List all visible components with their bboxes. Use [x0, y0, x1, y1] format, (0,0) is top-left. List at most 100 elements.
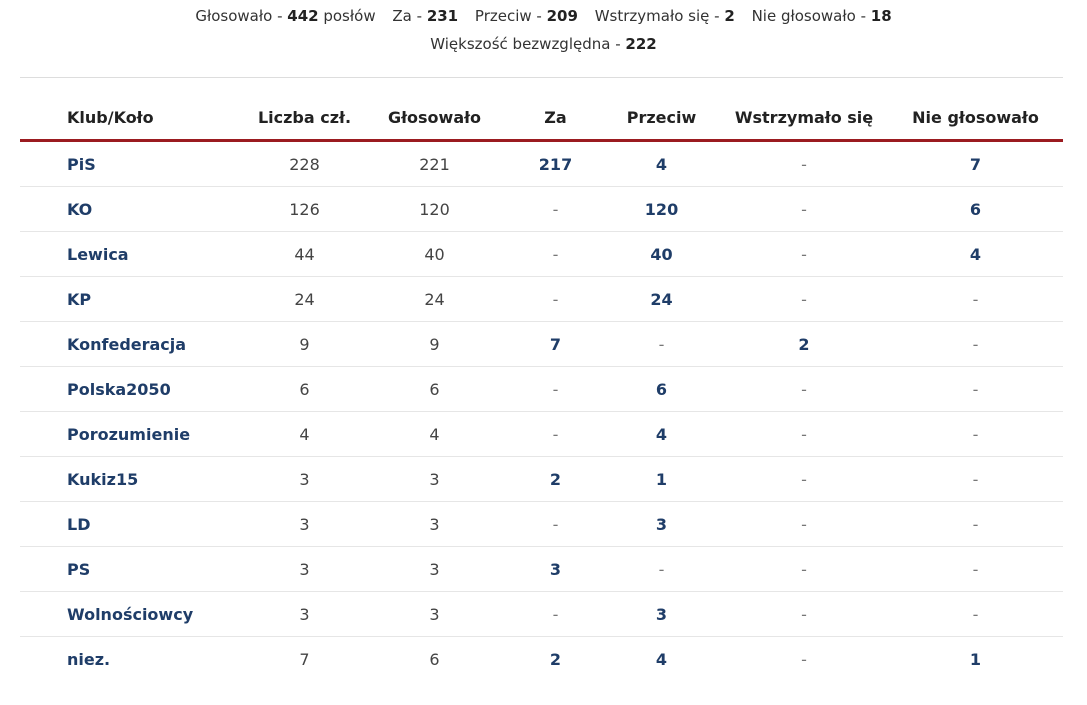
cell-against[interactable]: 1	[603, 456, 720, 502]
club-name-link[interactable]: KP	[20, 276, 248, 322]
majority-value: 222	[625, 35, 657, 53]
table-row: niez. 7 6 2 4 - 1	[20, 637, 1063, 682]
for-value: 231	[426, 7, 459, 25]
club-votes-table: Klub/Koło Liczba czł. Głosowało Za Przec…	[20, 95, 1063, 681]
cell-abstained: -	[720, 186, 888, 232]
header-not-voted: Nie głosowało	[888, 95, 1063, 142]
cell-voted: 6	[429, 649, 440, 669]
notvoted-value: 18	[870, 7, 892, 25]
header-members: Liczba czł.	[248, 95, 361, 142]
vote-summary-line: Głosowało - 442 posłów Za - 231 Przeciw …	[0, 2, 1087, 30]
cell-for[interactable]: 3	[508, 546, 603, 592]
cell-voted: 4	[361, 411, 508, 457]
club-name-link[interactable]: PS	[20, 546, 248, 592]
header-voted: Głosowało	[361, 95, 508, 142]
cell-against[interactable]: 24	[603, 276, 720, 322]
abstained-label: Wstrzymało się -	[594, 7, 720, 25]
cell-members: 4	[248, 411, 361, 457]
cell-abstained: -	[720, 140, 888, 187]
cell-for: -	[508, 366, 603, 412]
majority-label: Większość bezwzględna -	[430, 35, 621, 53]
cell-voted: 221	[361, 140, 508, 187]
cell-members: 3	[248, 456, 361, 502]
cell-members: 9	[248, 321, 361, 367]
club-name-link[interactable]: Polska2050	[20, 366, 248, 412]
voted-suffix: posłów	[323, 7, 376, 25]
cell-members: 3	[248, 501, 361, 547]
cell-abstained: -	[720, 456, 888, 502]
cell-abstained: -	[720, 591, 888, 637]
club-name-link[interactable]: niez.	[67, 649, 111, 669]
cell-members: 24	[248, 276, 361, 322]
cell-voted: 24	[361, 276, 508, 322]
cell-not-voted: -	[888, 591, 1063, 637]
cell-not-voted: -	[888, 321, 1063, 367]
cell-for[interactable]: 2	[549, 649, 562, 669]
cell-against[interactable]: 3	[603, 501, 720, 547]
cell-for: -	[508, 591, 603, 637]
cell-not-voted[interactable]: 7	[888, 140, 1063, 187]
cell-for: -	[508, 411, 603, 457]
cell-for[interactable]: 2	[508, 456, 603, 502]
cell-abstained[interactable]: 2	[720, 321, 888, 367]
table-row: Wolnościowcy 3 3-3- -	[20, 591, 1063, 637]
cell-abstained: -	[720, 546, 888, 592]
club-name-link[interactable]: PiS	[20, 140, 248, 187]
club-name-link[interactable]: Wolnościowcy	[20, 591, 248, 637]
cell-abstained: -	[720, 366, 888, 412]
cell-members: 6	[248, 366, 361, 412]
table-header-row: Klub/Koło Liczba czł. Głosowało Za Przec…	[20, 95, 1063, 142]
cell-not-voted[interactable]: 4	[888, 231, 1063, 277]
header-abstained: Wstrzymało się	[720, 95, 888, 142]
cell-abstained: -	[720, 276, 888, 322]
cell-voted: 3	[361, 501, 508, 547]
cell-not-voted: -	[888, 456, 1063, 502]
table-row: Porozumienie 4 4-4- -	[20, 411, 1063, 457]
header-against: Przeciw	[603, 95, 720, 142]
cell-not-voted: -	[888, 501, 1063, 547]
notvoted-label: Nie głosowało -	[751, 7, 866, 25]
for-label: Za -	[392, 7, 423, 25]
voted-label: Głosowało -	[195, 7, 283, 25]
cell-voted: 3	[361, 591, 508, 637]
cell-not-voted[interactable]: 1	[969, 649, 982, 669]
cell-against[interactable]: 120	[603, 186, 720, 232]
cell-against[interactable]: 4	[603, 411, 720, 457]
cell-members: 7	[299, 649, 310, 669]
club-name-link[interactable]: Porozumienie	[20, 411, 248, 457]
cell-against[interactable]: 40	[603, 231, 720, 277]
cell-abstained: -	[801, 649, 807, 669]
cell-members: 228	[248, 140, 361, 187]
table-row: Lewica 44 40-40-4	[20, 231, 1063, 277]
cell-members: 44	[248, 231, 361, 277]
cell-against[interactable]: 4	[603, 140, 720, 187]
cell-for: -	[508, 276, 603, 322]
cell-voted: 9	[361, 321, 508, 367]
cell-abstained: -	[720, 231, 888, 277]
cell-abstained: -	[720, 501, 888, 547]
club-name-link[interactable]: Konfederacja	[20, 321, 248, 367]
cell-for: -	[508, 231, 603, 277]
table-row: Kukiz15 3 3 2 1- -	[20, 456, 1063, 502]
cell-against[interactable]: 6	[603, 366, 720, 412]
cell-against[interactable]: 4	[655, 649, 668, 669]
club-name-link[interactable]: LD	[20, 501, 248, 547]
table-row: PS 3 3 3- - -	[20, 546, 1063, 592]
cell-against: -	[603, 546, 720, 592]
club-name-link[interactable]: Kukiz15	[20, 456, 248, 502]
cell-against[interactable]: 3	[603, 591, 720, 637]
cell-not-voted: -	[888, 276, 1063, 322]
cell-voted: 6	[361, 366, 508, 412]
header-for: Za	[508, 95, 603, 142]
cell-not-voted[interactable]: 6	[888, 186, 1063, 232]
against-label: Przeciw -	[474, 7, 542, 25]
divider	[20, 77, 1063, 78]
cell-voted: 3	[361, 546, 508, 592]
cell-abstained: -	[720, 411, 888, 457]
table-row: Polska2050 6 6-6- -	[20, 366, 1063, 412]
club-name-link[interactable]: Lewica	[20, 231, 248, 277]
club-name-link[interactable]: KO	[20, 186, 248, 232]
cell-for[interactable]: 7	[508, 321, 603, 367]
cell-for[interactable]: 217	[508, 140, 603, 187]
majority-line: Większość bezwzględna - 222	[0, 30, 1087, 58]
